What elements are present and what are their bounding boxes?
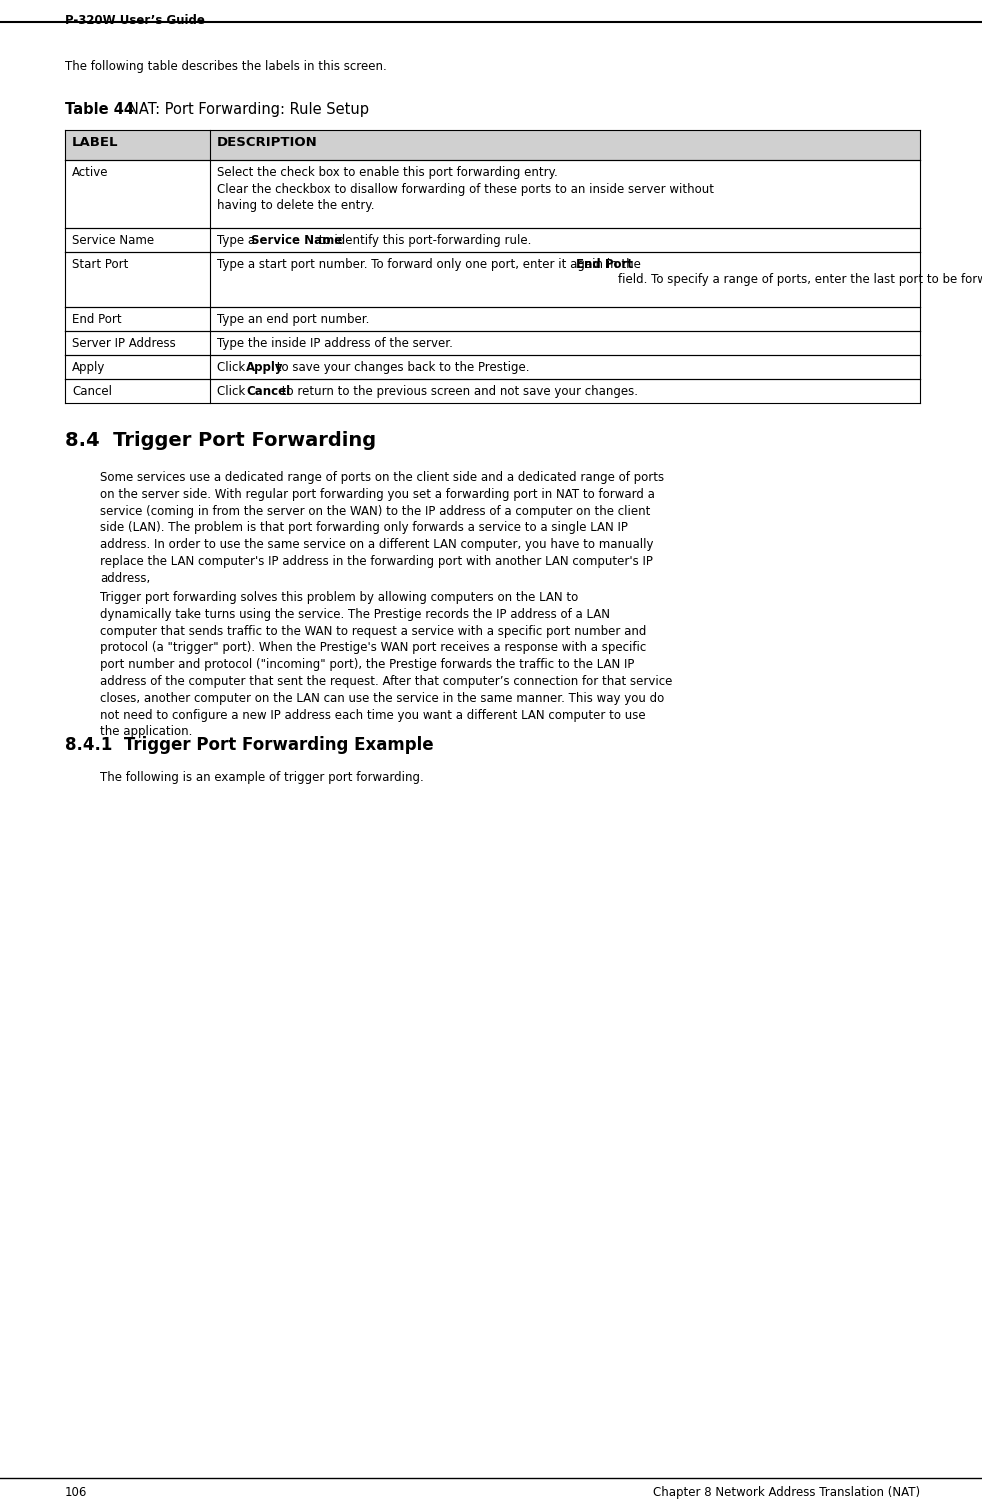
Text: Service Name: Service Name bbox=[251, 234, 342, 246]
Text: Service Name: Service Name bbox=[72, 234, 154, 246]
Text: Apply: Apply bbox=[246, 361, 284, 374]
Text: 106: 106 bbox=[65, 1486, 87, 1498]
Text: Click: Click bbox=[217, 385, 249, 398]
Text: Type a: Type a bbox=[217, 234, 259, 246]
Text: Type an end port number.: Type an end port number. bbox=[217, 313, 369, 326]
Text: to identify this port-forwarding rule.: to identify this port-forwarding rule. bbox=[314, 234, 531, 246]
Text: Chapter 8 Network Address Translation (NAT): Chapter 8 Network Address Translation (N… bbox=[653, 1486, 920, 1498]
Text: End Port: End Port bbox=[72, 313, 122, 326]
Text: Active: Active bbox=[72, 165, 108, 179]
Text: Apply: Apply bbox=[72, 361, 105, 374]
Bar bbox=[65, 129, 920, 159]
Text: NAT: Port Forwarding: Rule Setup: NAT: Port Forwarding: Rule Setup bbox=[128, 102, 369, 117]
Text: Some services use a dedicated range of ports on the client side and a dedicated : Some services use a dedicated range of p… bbox=[100, 470, 664, 585]
Text: Type the inside IP address of the server.: Type the inside IP address of the server… bbox=[217, 337, 453, 350]
Text: to save your changes back to the Prestige.: to save your changes back to the Prestig… bbox=[273, 361, 529, 374]
Text: Table 44: Table 44 bbox=[65, 102, 134, 117]
Text: LABEL: LABEL bbox=[72, 135, 119, 149]
Text: 8.4.1  Trigger Port Forwarding Example: 8.4.1 Trigger Port Forwarding Example bbox=[65, 736, 434, 755]
Text: 8.4  Trigger Port Forwarding: 8.4 Trigger Port Forwarding bbox=[65, 431, 376, 449]
Text: Server IP Address: Server IP Address bbox=[72, 337, 176, 350]
Text: DESCRIPTION: DESCRIPTION bbox=[217, 135, 318, 149]
Text: The following table describes the labels in this screen.: The following table describes the labels… bbox=[65, 60, 387, 74]
Text: to return to the previous screen and not save your changes.: to return to the previous screen and not… bbox=[278, 385, 638, 398]
Text: The following is an example of trigger port forwarding.: The following is an example of trigger p… bbox=[100, 771, 424, 785]
Text: field. To specify a range of ports, enter the last port to be forwarded in the: field. To specify a range of ports, ente… bbox=[619, 259, 982, 286]
Text: Start Port: Start Port bbox=[72, 259, 129, 271]
Text: End Port: End Port bbox=[575, 259, 633, 271]
Text: Click: Click bbox=[217, 361, 249, 374]
Text: Select the check box to enable this port forwarding entry.
Clear the checkbox to: Select the check box to enable this port… bbox=[217, 165, 714, 212]
Text: Cancel: Cancel bbox=[246, 385, 291, 398]
Text: P-320W User’s Guide: P-320W User’s Guide bbox=[65, 14, 205, 27]
Text: Type a start port number. To forward only one port, enter it again in the: Type a start port number. To forward onl… bbox=[217, 259, 644, 271]
Text: Trigger port forwarding solves this problem by allowing computers on the LAN to
: Trigger port forwarding solves this prob… bbox=[100, 591, 673, 738]
Text: Cancel: Cancel bbox=[72, 385, 112, 398]
